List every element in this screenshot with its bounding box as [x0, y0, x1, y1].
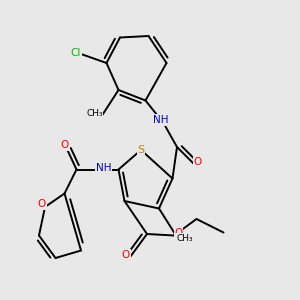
Text: O: O — [60, 140, 69, 151]
Text: CH₃: CH₃ — [86, 110, 103, 118]
Text: CH₃: CH₃ — [176, 234, 193, 243]
Text: NH: NH — [153, 115, 168, 125]
Text: O: O — [194, 157, 202, 167]
Text: O: O — [122, 250, 130, 260]
Text: Cl: Cl — [70, 47, 81, 58]
Text: O: O — [174, 228, 183, 238]
Text: S: S — [137, 145, 145, 155]
Text: NH: NH — [96, 163, 111, 173]
Text: O: O — [38, 199, 46, 209]
